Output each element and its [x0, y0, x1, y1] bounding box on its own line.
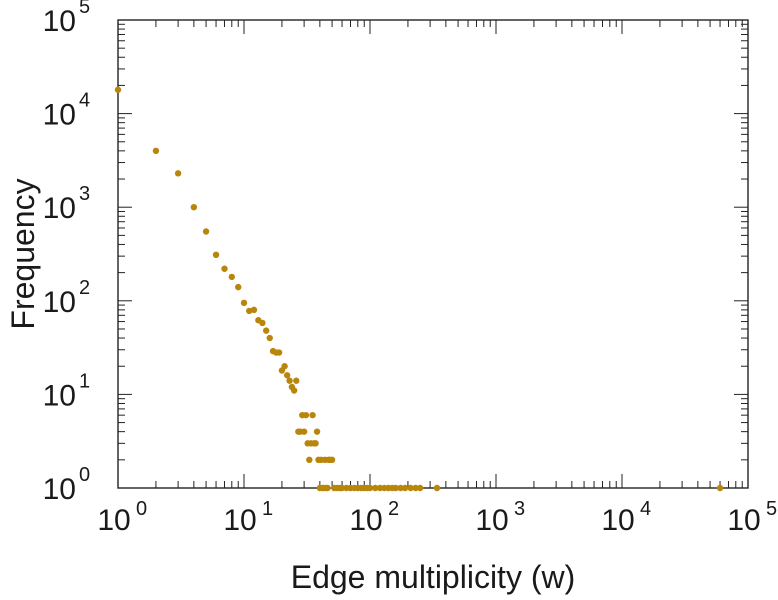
data-point — [262, 327, 270, 334]
y-tick-label: 10 — [43, 379, 76, 412]
data-point — [401, 484, 409, 492]
x-tick-exponent: 1 — [262, 498, 273, 520]
data-point — [293, 377, 300, 384]
data-point — [114, 86, 122, 93]
x-tick-exponent: 2 — [388, 498, 399, 520]
tick-marks — [117, 20, 748, 489]
y-tick-exponent: 5 — [79, 0, 90, 18]
data-point — [412, 484, 419, 492]
x-tick-label: 10 — [475, 504, 508, 537]
y-axis-title: Frequency — [5, 178, 41, 329]
data-point — [283, 372, 291, 379]
x-tick-label: 10 — [727, 504, 760, 537]
x-tick-exponent: 4 — [640, 498, 651, 520]
data-point — [338, 484, 346, 492]
data-point — [235, 283, 242, 291]
data-point — [324, 484, 331, 492]
x-tick-exponent: 3 — [514, 498, 525, 520]
data-point — [190, 204, 198, 211]
data-point — [202, 228, 210, 235]
data-point — [212, 251, 220, 259]
y-tick-exponent: 3 — [79, 183, 90, 205]
data-point — [228, 273, 235, 281]
x-tick-label: 10 — [97, 504, 130, 537]
data-point — [266, 334, 273, 342]
data-point — [312, 440, 319, 447]
x-tick-labels: 10 0 10 1 10 2 10 3 10 4 10 5 — [97, 498, 777, 537]
data-point — [328, 456, 336, 464]
data-point — [302, 411, 310, 419]
plot-frame — [117, 19, 749, 489]
data-point — [309, 411, 316, 419]
x-tick-exponent: 5 — [766, 498, 777, 520]
data-point — [290, 387, 298, 394]
data-point — [246, 307, 253, 315]
data-point — [376, 484, 384, 492]
data-point — [240, 299, 248, 307]
y-tick-exponent: 4 — [79, 90, 90, 112]
y-tick-label: 10 — [43, 99, 76, 132]
data-point — [152, 147, 160, 155]
y-tick-label: 10 — [43, 473, 76, 506]
data-point — [281, 363, 288, 370]
x-axis-title: Edge multiplicity (w) — [291, 559, 576, 595]
data-point — [366, 484, 374, 492]
y-tick-exponent: 2 — [79, 277, 90, 299]
data-point — [174, 170, 182, 177]
data-point — [286, 377, 293, 384]
x-tick-exponent: 0 — [136, 498, 147, 520]
data-point — [433, 484, 441, 492]
x-tick-label: 10 — [601, 504, 634, 537]
y-tick-exponent: 1 — [79, 370, 90, 392]
y-tick-label: 10 — [43, 286, 76, 319]
data-point — [313, 428, 321, 435]
y-tick-exponent: 0 — [79, 464, 90, 486]
data-point — [259, 319, 266, 327]
data-points — [114, 86, 724, 492]
data-point — [300, 428, 308, 435]
x-tick-label: 10 — [349, 504, 382, 537]
data-point — [392, 484, 399, 492]
data-point — [275, 349, 283, 356]
data-point — [306, 456, 313, 464]
data-point — [250, 306, 258, 314]
x-tick-label: 10 — [223, 504, 256, 537]
data-point — [416, 484, 424, 492]
data-point — [397, 484, 404, 492]
data-point — [407, 484, 414, 492]
y-tick-label: 10 — [43, 5, 76, 38]
data-point — [372, 484, 379, 492]
y-tick-label: 10 — [43, 192, 76, 225]
data-point — [221, 265, 228, 272]
data-point — [716, 484, 724, 492]
